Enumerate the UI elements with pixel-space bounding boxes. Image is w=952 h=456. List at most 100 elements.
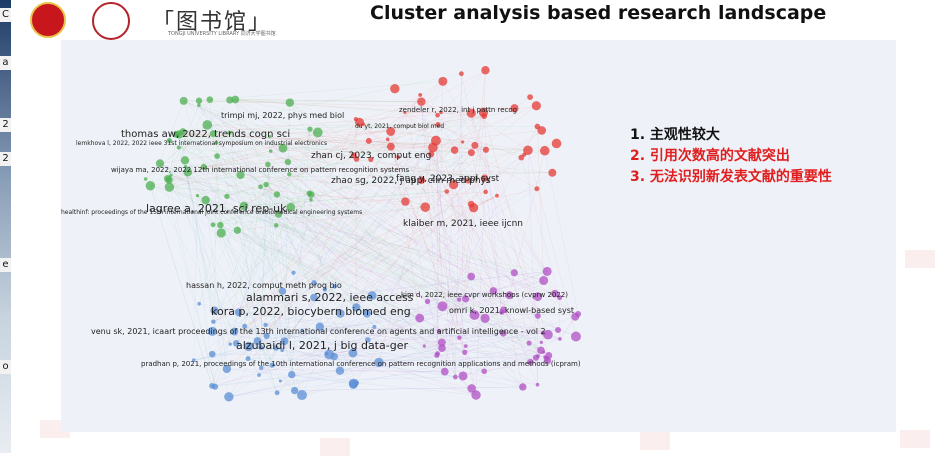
network-node bbox=[288, 371, 295, 378]
network-node bbox=[548, 169, 556, 177]
network-node bbox=[423, 344, 426, 347]
bullet-item: 2. 引用次数高的文献突出 bbox=[630, 145, 832, 166]
network-node bbox=[291, 387, 298, 394]
network-node-label: omri k, 2021, knowl-based syst bbox=[449, 307, 574, 315]
network-node bbox=[459, 371, 468, 380]
network-node-label: venu sk, 2021, icaart proceedings of the… bbox=[91, 328, 546, 336]
network-node bbox=[212, 384, 218, 390]
network-node bbox=[165, 176, 172, 183]
network-node bbox=[467, 273, 475, 281]
network-node bbox=[534, 186, 539, 191]
network-node bbox=[291, 271, 295, 275]
bullet-item: 3. 无法识别新发表文献的重要性 bbox=[630, 166, 832, 187]
strip-char: a bbox=[0, 56, 11, 70]
network-node bbox=[181, 156, 189, 164]
background-decoration bbox=[640, 432, 670, 450]
network-node bbox=[535, 124, 541, 130]
network-node bbox=[349, 379, 359, 389]
network-node bbox=[274, 223, 279, 228]
network-node bbox=[387, 143, 395, 151]
university-seal-logo bbox=[92, 2, 130, 40]
network-node-label: kim d, 2022, ieee cvpr workshops (cvprw … bbox=[401, 292, 568, 299]
network-node bbox=[196, 98, 202, 104]
network-node bbox=[229, 342, 232, 345]
network-edge bbox=[212, 371, 340, 386]
network-node bbox=[527, 94, 533, 100]
network-node bbox=[483, 190, 488, 195]
network-node bbox=[197, 302, 201, 306]
network-node bbox=[211, 319, 215, 323]
strip-char: o bbox=[0, 360, 11, 374]
network-node bbox=[366, 138, 372, 144]
network-node bbox=[441, 368, 449, 376]
network-graph bbox=[61, 40, 609, 432]
strip-char: C bbox=[0, 8, 11, 22]
network-node-label: alammari s, 2022, ieee access bbox=[246, 292, 413, 303]
network-node bbox=[434, 353, 439, 358]
network-node bbox=[545, 352, 552, 359]
network-node bbox=[542, 351, 545, 354]
network-node bbox=[468, 149, 475, 156]
network-node bbox=[313, 128, 323, 138]
network-node bbox=[536, 383, 540, 387]
network-node bbox=[169, 174, 172, 177]
network-node bbox=[451, 146, 459, 154]
background-decoration bbox=[900, 430, 930, 448]
network-node bbox=[207, 96, 214, 103]
network-node bbox=[224, 194, 229, 199]
network-node bbox=[308, 191, 315, 198]
network-node bbox=[540, 146, 550, 156]
network-node bbox=[211, 222, 216, 227]
network-node bbox=[571, 332, 581, 342]
network-node bbox=[309, 198, 313, 202]
library-logo-subtext: TONGJI UNIVERSITY LIBRARY 同济大学图书馆 bbox=[168, 30, 276, 37]
right-panel-background bbox=[609, 40, 896, 432]
network-node bbox=[325, 352, 329, 356]
network-node-label: hassan h, 2022, comput meth prog bio bbox=[186, 282, 342, 290]
network-node bbox=[536, 354, 540, 358]
network-node bbox=[462, 350, 467, 355]
network-node bbox=[555, 327, 561, 333]
network-node bbox=[263, 182, 268, 187]
network-node bbox=[457, 335, 461, 339]
emblem-logo bbox=[30, 2, 66, 38]
network-node-label: kora p, 2022, biocybern biomed eng bbox=[211, 306, 411, 317]
network-node bbox=[453, 375, 458, 380]
network-node bbox=[217, 228, 226, 237]
network-node bbox=[467, 384, 476, 393]
network-node bbox=[532, 101, 541, 110]
network-node-label: lemkhova l, 2022, 2022 ieee 31st interna… bbox=[76, 141, 327, 147]
bullet-list: 1. 主观性较大 2. 引用次数高的文献突出 3. 无法识别新发表文献的重要性 bbox=[630, 124, 832, 187]
network-node bbox=[495, 194, 499, 198]
network-node bbox=[275, 390, 280, 395]
network-node bbox=[511, 269, 518, 276]
network-node bbox=[519, 383, 526, 390]
network-node-label: klaiber m, 2021, ieee ijcnn bbox=[403, 220, 523, 229]
network-node-label: trimpi mj, 2022, phys med biol bbox=[221, 112, 344, 120]
network-node bbox=[217, 222, 223, 228]
network-node bbox=[165, 182, 174, 191]
network-node bbox=[354, 117, 358, 121]
network-node bbox=[438, 344, 446, 352]
network-node-label: pradhan p, 2021, proceedings of the 10th… bbox=[141, 361, 581, 368]
network-node bbox=[297, 390, 307, 400]
background-decoration bbox=[320, 438, 350, 456]
network-node bbox=[279, 380, 282, 383]
network-node bbox=[224, 392, 233, 401]
bullet-item: 1. 主观性较大 bbox=[630, 124, 832, 145]
network-node bbox=[197, 103, 201, 107]
network-node-label: alzubaidi l, 2021, j big data-ger bbox=[236, 340, 408, 351]
network-node bbox=[390, 84, 399, 93]
strip-char: 2 bbox=[0, 152, 11, 166]
network-node bbox=[401, 197, 409, 205]
network-node bbox=[386, 138, 390, 142]
strip-char: e bbox=[0, 258, 11, 272]
network-node bbox=[464, 344, 468, 348]
network-node bbox=[523, 145, 533, 155]
network-node bbox=[209, 351, 216, 358]
network-node bbox=[552, 139, 562, 149]
network-node bbox=[180, 97, 188, 105]
network-node-label: du yt, 2021, comput biol med bbox=[355, 124, 444, 130]
network-node bbox=[539, 276, 548, 285]
strip-char: 2 bbox=[0, 118, 11, 132]
